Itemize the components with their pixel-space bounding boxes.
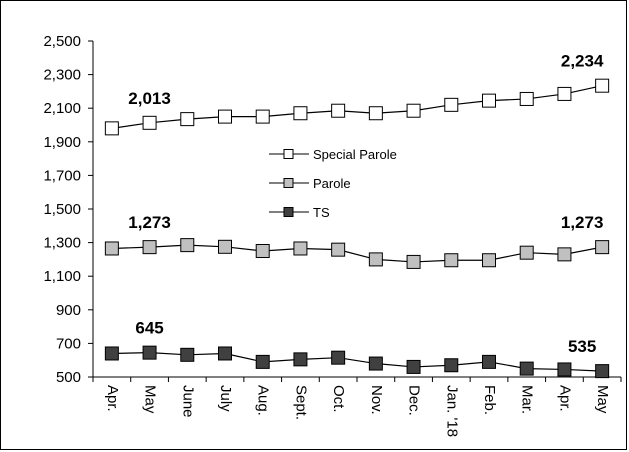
data-point-marker xyxy=(180,347,195,362)
data-point-marker xyxy=(293,352,308,367)
series-group xyxy=(104,78,610,379)
data-point-marker xyxy=(180,238,195,253)
data-point-marker xyxy=(142,240,157,255)
x-axis-ticks: Apr. May June July Aug. Sept. Oct. Nov. Dec. Jan.… xyxy=(92,377,622,437)
data-label: 645 xyxy=(135,319,163,338)
data-point-marker xyxy=(218,109,232,124)
y-tick-label: 2,300 xyxy=(43,67,81,84)
data-point-marker xyxy=(519,245,534,260)
y-tick-label: 1,500 xyxy=(43,201,81,218)
data-label: 535 xyxy=(568,337,596,356)
data-point-marker xyxy=(218,346,232,361)
legend-label: Special Parole xyxy=(313,147,397,162)
data-point-marker xyxy=(331,350,346,365)
x-tick-label: Apr. xyxy=(104,385,121,412)
data-point-marker xyxy=(104,241,119,256)
x-tick-label: Mar. xyxy=(519,385,536,414)
x-tick-label: Nov. xyxy=(368,385,385,415)
data-point-marker xyxy=(595,364,610,379)
y-tick-label: 1,100 xyxy=(43,268,81,285)
y-tick-label: 2,100 xyxy=(43,100,81,117)
data-point-marker xyxy=(595,240,610,255)
y-tick-label: 700 xyxy=(56,335,81,352)
y-tick-label: 1,300 xyxy=(43,235,81,252)
data-point-marker xyxy=(444,358,459,373)
y-tick-label: 1,700 xyxy=(43,167,81,184)
data-label: 2,234 xyxy=(561,52,604,71)
data-point-marker xyxy=(331,103,346,118)
data-point-marker xyxy=(406,359,421,374)
x-tick-label: Aug. xyxy=(255,385,272,416)
data-point-marker xyxy=(255,109,270,124)
x-tick-label: July xyxy=(217,385,234,412)
data-point-marker xyxy=(331,242,346,257)
data-point-marker xyxy=(255,244,270,258)
data-point-marker xyxy=(142,115,157,130)
data-point-marker xyxy=(444,253,459,268)
data-point-marker xyxy=(104,346,119,361)
data-label: 1,273 xyxy=(128,213,171,232)
data-point-marker xyxy=(482,93,496,108)
x-tick-label: May xyxy=(594,385,611,414)
x-tick-label: Feb. xyxy=(481,385,498,415)
data-point-marker xyxy=(557,362,572,377)
data-point-marker xyxy=(368,252,383,267)
data-point-marker xyxy=(444,97,459,112)
x-tick-label: Jan. '18 xyxy=(443,385,460,437)
legend-marker xyxy=(283,207,294,217)
legend-marker xyxy=(283,178,294,188)
y-tick-label: 1,900 xyxy=(43,134,81,151)
x-tick-label: Apr. xyxy=(556,385,573,412)
data-point-marker xyxy=(482,354,496,369)
data-point-marker xyxy=(482,253,496,268)
x-tick-label: June xyxy=(179,385,196,418)
data-point-marker xyxy=(557,86,572,101)
data-labels: 2,013 2,234 1,273 1,273 645 535 xyxy=(128,52,604,356)
data-point-marker xyxy=(557,247,572,262)
data-point-marker xyxy=(406,254,421,269)
x-tick-label: Oct. xyxy=(330,385,347,413)
data-point-marker xyxy=(595,78,610,93)
y-tick-label: 500 xyxy=(56,369,81,386)
data-point-marker xyxy=(519,91,534,106)
data-label: 2,013 xyxy=(128,89,171,108)
x-tick-label: May xyxy=(142,385,159,414)
data-point-marker xyxy=(368,106,383,121)
data-label: 1,273 xyxy=(561,213,604,232)
legend-marker xyxy=(283,149,294,159)
data-point-marker xyxy=(180,112,195,127)
x-tick-label: Dec. xyxy=(406,385,423,416)
y-axis-ticks: 2,500 2,300 2,100 1,900 1,700 1,500 1,300 1,100… xyxy=(43,33,93,386)
data-point-marker xyxy=(293,106,308,121)
axes xyxy=(92,41,621,378)
data-point-marker xyxy=(368,356,383,371)
data-point-marker xyxy=(218,239,232,254)
legend: Special Parole Parole TS xyxy=(269,147,397,220)
data-point-marker xyxy=(255,354,270,369)
legend-label: TS xyxy=(313,205,330,220)
y-tick-label: 2,500 xyxy=(43,33,81,50)
data-point-marker xyxy=(293,241,308,256)
data-point-marker xyxy=(142,345,157,360)
data-point-marker xyxy=(519,361,534,376)
x-tick-label: Sept. xyxy=(292,385,309,420)
y-tick-label: 900 xyxy=(56,302,81,319)
legend-label: Parole xyxy=(313,176,351,191)
data-point-marker xyxy=(104,121,119,136)
data-point-marker xyxy=(406,103,421,118)
